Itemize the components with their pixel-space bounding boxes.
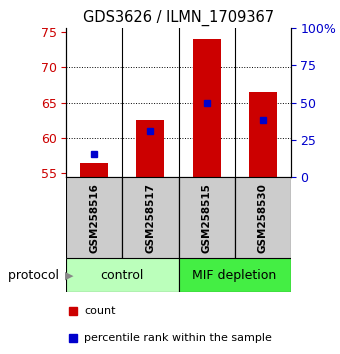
Bar — [192, 39, 221, 177]
Text: control: control — [101, 269, 144, 282]
Text: count: count — [84, 306, 116, 316]
Bar — [235, 177, 291, 258]
Bar — [80, 163, 108, 177]
Text: percentile rank within the sample: percentile rank within the sample — [84, 333, 272, 343]
Text: ▶: ▶ — [65, 270, 73, 280]
Bar — [122, 177, 178, 258]
Text: MIF depletion: MIF depletion — [192, 269, 277, 282]
Bar — [249, 92, 277, 177]
Bar — [178, 177, 235, 258]
Bar — [66, 177, 122, 258]
Bar — [136, 120, 165, 177]
Text: GSM258515: GSM258515 — [202, 183, 211, 253]
Text: GSM258530: GSM258530 — [258, 183, 268, 253]
Text: GSM258516: GSM258516 — [89, 183, 99, 253]
Text: protocol: protocol — [8, 269, 63, 282]
Text: GSM258517: GSM258517 — [146, 183, 155, 253]
Bar — [66, 258, 178, 292]
Bar — [178, 258, 291, 292]
Title: GDS3626 / ILMN_1709367: GDS3626 / ILMN_1709367 — [83, 9, 274, 25]
